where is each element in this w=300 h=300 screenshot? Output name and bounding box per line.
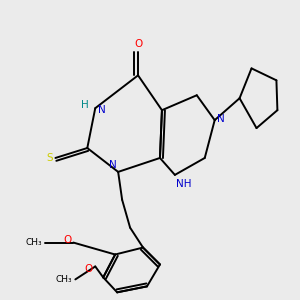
Text: O: O xyxy=(84,264,92,274)
Text: CH₃: CH₃ xyxy=(56,275,72,284)
Text: NH: NH xyxy=(176,179,192,189)
Text: O: O xyxy=(134,40,142,50)
Text: CH₃: CH₃ xyxy=(26,238,43,247)
Text: N: N xyxy=(98,105,106,115)
Text: N: N xyxy=(109,160,117,170)
Text: H: H xyxy=(81,100,89,110)
Text: S: S xyxy=(46,153,53,163)
Text: N: N xyxy=(217,114,225,124)
Text: O: O xyxy=(64,235,72,245)
